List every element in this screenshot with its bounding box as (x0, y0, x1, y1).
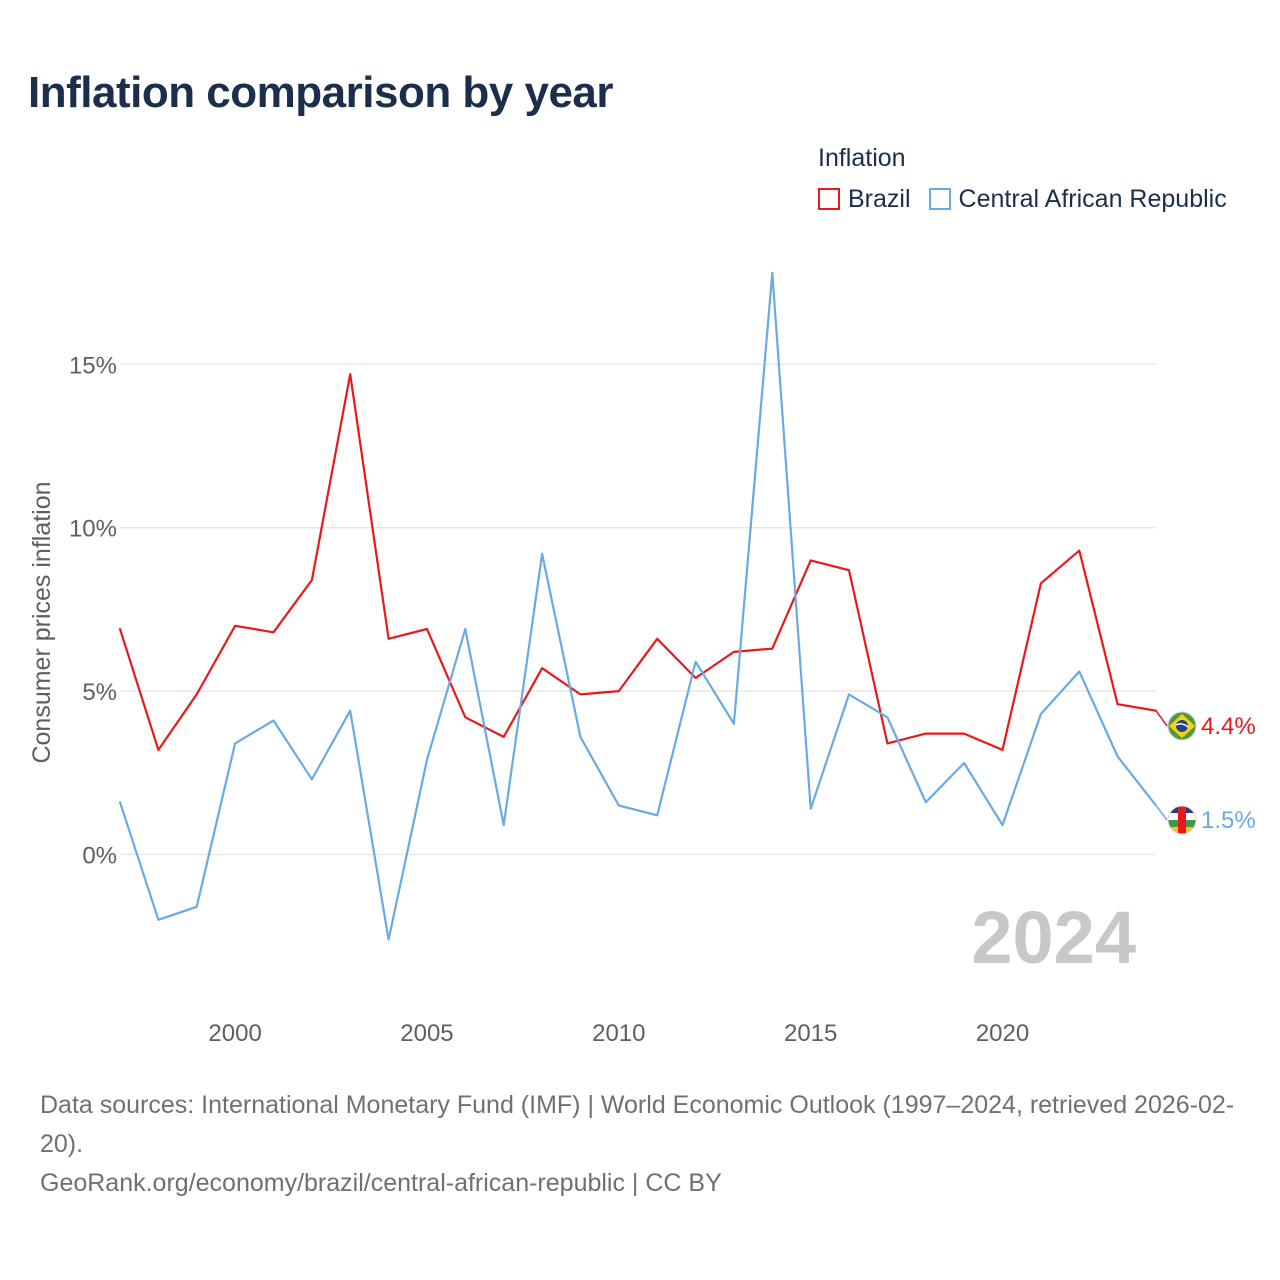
legend-item-brazil[interactable]: Brazil (818, 184, 911, 214)
legend-label-brazil: Brazil (848, 185, 911, 213)
end-connector (1155, 805, 1168, 821)
series: 4.4% 1.5% (118, 271, 1256, 941)
end-value-label: 4.4% (1201, 713, 1256, 740)
legend-item-central-african-republic[interactable]: Central African Republic (928, 184, 1227, 214)
end-connector (1155, 710, 1168, 727)
legend-swatch-central-african-republic (928, 188, 951, 210)
y-tick-label: 15% (69, 352, 117, 379)
data-sources-text: Data sources: International Monetary Fun… (40, 1091, 1235, 1158)
chart-title: Inflation comparison by year (28, 68, 614, 117)
legend-swatch-brazil (818, 188, 840, 210)
axes: 0% 5% 10% 15% 2000 2005 2010 2015 2020 Consumer p… (28, 352, 1029, 1047)
y-tick-label: 10% (69, 516, 117, 543)
x-tick-label: 2015 (784, 1020, 837, 1047)
brazil-flag-icon (1167, 711, 1197, 741)
footer: Data sources: International Monetary Fun… (40, 1086, 1250, 1203)
legend-label-central-african-republic: Central African Republic (958, 185, 1227, 213)
y-tick-label: 5% (82, 679, 117, 706)
series-line-brazil[interactable] (118, 373, 1158, 752)
x-tick-label: 2010 (592, 1020, 645, 1047)
x-tick-label: 2005 (400, 1020, 453, 1047)
y-tick-label: 0% (82, 842, 117, 869)
y-axis-title: Consumer prices inflation (28, 481, 56, 763)
legend-title: Inflation (818, 144, 906, 172)
x-tick-label: 2000 (208, 1020, 261, 1047)
end-value-label: 1.5% (1201, 807, 1256, 834)
grid-lines (120, 363, 1156, 856)
x-tick-label: 2020 (976, 1020, 1029, 1047)
central-african-republic-flag-icon (1167, 805, 1197, 835)
series-line-central-african-republic[interactable] (118, 271, 1158, 941)
credit-text[interactable]: GeoRank.org/economy/brazil/central-afric… (40, 1169, 722, 1197)
year-watermark: 2024 (971, 896, 1136, 979)
legend: Brazil Central African Republic (818, 184, 1245, 214)
